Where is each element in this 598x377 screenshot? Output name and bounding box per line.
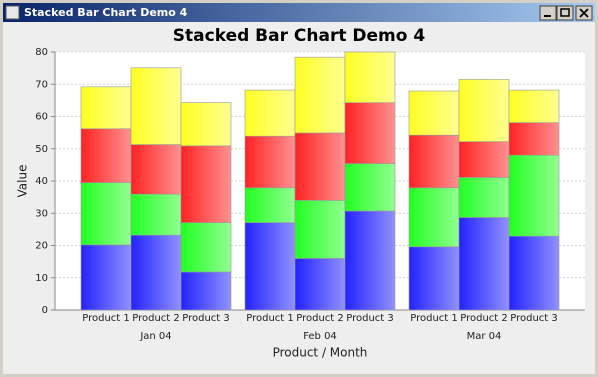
bar-segment: [80, 86, 132, 130]
bar-segment: [180, 222, 232, 273]
y-axis-label: Value: [16, 165, 30, 198]
y-tick-label: 80: [35, 47, 48, 58]
y-tick-label: 50: [35, 144, 48, 155]
bar-segment: [80, 182, 132, 246]
maximize-button[interactable]: [556, 5, 574, 21]
x-axis-label: Product / Month: [273, 346, 368, 360]
y-tick-label: 60: [35, 112, 48, 123]
bar-segment: [508, 235, 560, 311]
window-buttons: [539, 5, 593, 21]
bar-segment: [130, 144, 182, 195]
bar-segment: [244, 222, 296, 311]
window-title: Stacked Bar Chart Demo 4: [24, 6, 188, 19]
y-tick-label: 30: [35, 208, 48, 219]
bar-segment: [408, 90, 460, 136]
bar-segment: [508, 122, 560, 156]
bar-segment: [408, 187, 460, 248]
bar-segment: [80, 128, 132, 183]
bar-segment: [344, 163, 396, 212]
bar-segment: [458, 217, 510, 311]
x-tick-label: Product 1: [410, 313, 458, 324]
x-tick-label: Product 3: [510, 313, 558, 324]
bar-segment: [408, 246, 460, 311]
bar-segment: [294, 56, 346, 134]
bar-segment: [508, 89, 560, 123]
bar-segment: [180, 145, 232, 223]
chart-title: Stacked Bar Chart Demo 4: [173, 26, 426, 46]
bar-segment: [244, 135, 296, 189]
minimize-button[interactable]: [539, 5, 557, 21]
x-tick-label: Product 3: [346, 313, 394, 324]
y-tick-label: 70: [35, 79, 48, 90]
bar-segment: [80, 244, 132, 311]
bar-segment: [244, 89, 296, 137]
bar-segment: [408, 134, 460, 189]
bar-segment: [130, 67, 182, 145]
bar-segment: [244, 187, 296, 223]
bar-segment: [130, 234, 182, 311]
x-tick-label: Product 1: [82, 313, 130, 324]
bar-segment: [180, 102, 232, 147]
bar-segment: [344, 102, 396, 164]
x-tick-label: Product 2: [132, 313, 180, 324]
bar-segment: [344, 210, 396, 311]
bar-segment: [508, 154, 560, 237]
x-tick-label: Product 2: [296, 313, 344, 324]
app-icon: [5, 5, 20, 20]
bar-segment: [458, 177, 510, 218]
y-tick-label: 40: [35, 176, 48, 187]
title-bar: [3, 3, 595, 22]
x-tick-label: Product 2: [460, 313, 508, 324]
bar-segment: [130, 193, 182, 236]
bar-segment: [458, 141, 510, 178]
group-label: Feb 04: [303, 331, 337, 342]
bar-segment: [344, 51, 396, 103]
x-tick-label: Product 1: [246, 313, 294, 324]
bar-segment: [294, 200, 346, 259]
y-tick-label: 20: [35, 241, 48, 252]
group-label: Mar 04: [467, 331, 502, 342]
group-label: Jan 04: [139, 331, 171, 342]
bar-segment: [458, 79, 510, 142]
bar-segment: [180, 271, 232, 311]
x-tick-label: Product 3: [182, 313, 230, 324]
bar-segment: [294, 132, 346, 201]
y-tick-label: 10: [35, 273, 48, 284]
y-tick-label: 0: [42, 305, 48, 316]
bar-segment: [294, 258, 346, 311]
